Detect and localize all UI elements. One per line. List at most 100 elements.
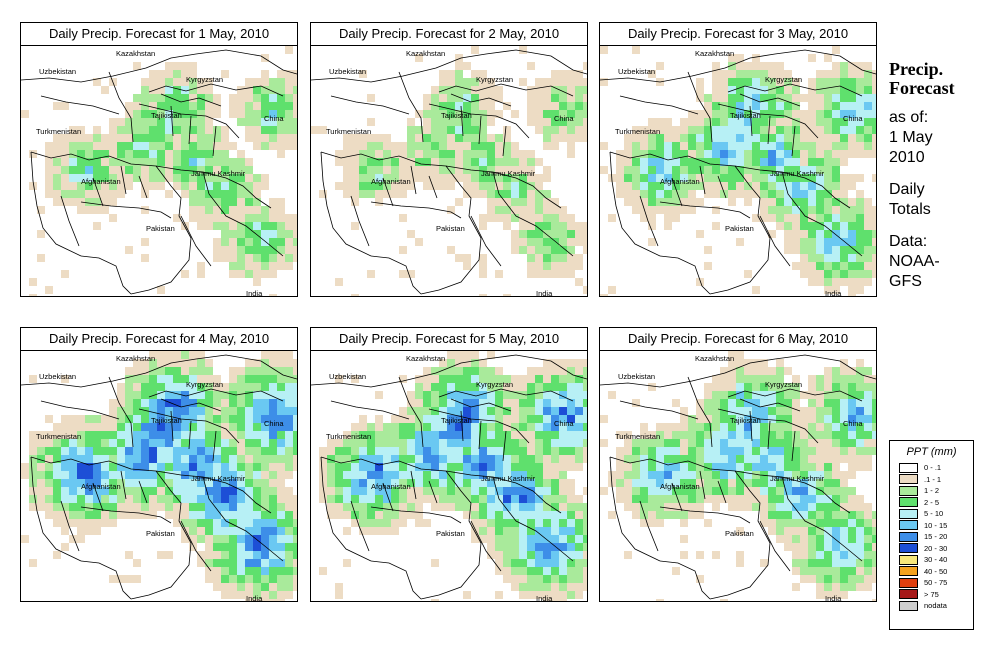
map-canvas: KazakhstanUzbekistanKyrgyzstanTajikistan… <box>600 351 876 601</box>
precip-cell <box>77 158 85 166</box>
precip-cell <box>872 407 876 415</box>
border-line <box>330 400 410 420</box>
precip-cell <box>784 399 792 407</box>
precip-cell <box>479 262 487 270</box>
legend-label: .1 - 1 <box>924 474 942 484</box>
precip-cell <box>77 142 85 150</box>
precip-cell <box>527 94 535 102</box>
precip-cell <box>768 190 776 198</box>
precip-cell <box>447 407 455 415</box>
precip-cell <box>181 359 189 367</box>
precip-cell <box>776 134 784 142</box>
precip-cell <box>680 182 688 190</box>
precip-cell <box>704 519 712 527</box>
precip-cell <box>455 447 463 455</box>
precip-cell <box>479 254 487 262</box>
precip-cell <box>375 511 383 519</box>
precip-cell <box>840 375 848 383</box>
precip-cell <box>816 567 824 575</box>
precip-cell <box>245 543 253 551</box>
precip-cell <box>149 126 157 134</box>
precip-cell <box>575 495 583 503</box>
precip-cell <box>85 431 93 439</box>
legend-item: 20 - 30 <box>899 543 973 555</box>
precip-cell <box>375 519 383 527</box>
precip-cell <box>447 70 455 78</box>
precip-cell <box>189 503 197 511</box>
precip-cell <box>567 367 575 375</box>
precip-cell <box>848 174 856 182</box>
map-label-uzbekistan: Uzbekistan <box>329 372 366 381</box>
precip-cell <box>133 407 141 415</box>
precip-cell <box>383 439 391 447</box>
precip-cell <box>503 543 511 551</box>
precip-cell <box>720 94 728 102</box>
precip-cell <box>616 487 624 495</box>
precip-cell <box>816 158 824 166</box>
precip-cell <box>616 182 624 190</box>
precip-cell <box>447 439 455 447</box>
precip-cell <box>559 431 567 439</box>
precip-cell <box>856 535 864 543</box>
precip-cell <box>221 591 229 599</box>
precip-cell <box>245 198 253 206</box>
precip-cell <box>189 70 197 78</box>
precip-cell <box>359 415 367 423</box>
precip-cell <box>277 559 285 567</box>
border-line <box>470 520 502 572</box>
precip-cell <box>736 551 744 559</box>
precip-cell <box>181 487 189 495</box>
precip-cell <box>583 535 587 543</box>
precip-cell <box>205 535 213 543</box>
precip-cell <box>656 62 664 70</box>
precip-cell <box>632 495 640 503</box>
precip-cell <box>744 118 752 126</box>
precip-cell <box>776 375 784 383</box>
precip-cell <box>463 150 471 158</box>
precip-cell <box>261 591 269 599</box>
precip-cell <box>253 222 261 230</box>
precip-cell <box>832 262 840 270</box>
precip-cell <box>575 591 583 599</box>
precip-cell <box>293 463 297 471</box>
precip-cell <box>720 142 728 150</box>
precip-cell <box>359 503 367 511</box>
precip-cell <box>712 150 720 158</box>
precip-cell <box>808 278 816 286</box>
precip-cell <box>872 142 876 150</box>
precip-cell <box>391 182 399 190</box>
precip-cell <box>141 423 149 431</box>
precip-cell <box>535 182 543 190</box>
precip-cell <box>824 487 832 495</box>
precip-cell <box>736 375 744 383</box>
map-label-kyrgyzstan: Kyrgyzstan <box>765 380 802 389</box>
precip-cell <box>125 399 133 407</box>
precip-cell <box>648 439 656 447</box>
precip-cell <box>664 447 672 455</box>
precip-cell <box>808 471 816 479</box>
precip-cell <box>221 142 229 150</box>
precip-cell <box>165 174 173 182</box>
precip-cell <box>213 479 221 487</box>
precip-cell <box>479 222 487 230</box>
precip-cell <box>519 190 527 198</box>
precip-cell <box>285 142 293 150</box>
precip-cell <box>455 158 463 166</box>
precip-cell <box>431 431 439 439</box>
precip-cell <box>269 471 277 479</box>
precip-cell <box>840 62 848 70</box>
precip-cell <box>141 455 149 463</box>
precip-cell <box>431 423 439 431</box>
precip-cell <box>736 359 744 367</box>
precip-cell <box>840 583 848 591</box>
precip-cell <box>293 367 297 375</box>
precip-cell <box>431 375 439 383</box>
precip-cell <box>431 174 439 182</box>
precip-cell <box>696 503 704 511</box>
precip-cell <box>245 431 253 439</box>
precip-cell <box>415 503 423 511</box>
precip-cell <box>383 487 391 495</box>
precip-cell <box>101 447 109 455</box>
precip-cell <box>768 142 776 150</box>
precip-cell <box>29 463 37 471</box>
